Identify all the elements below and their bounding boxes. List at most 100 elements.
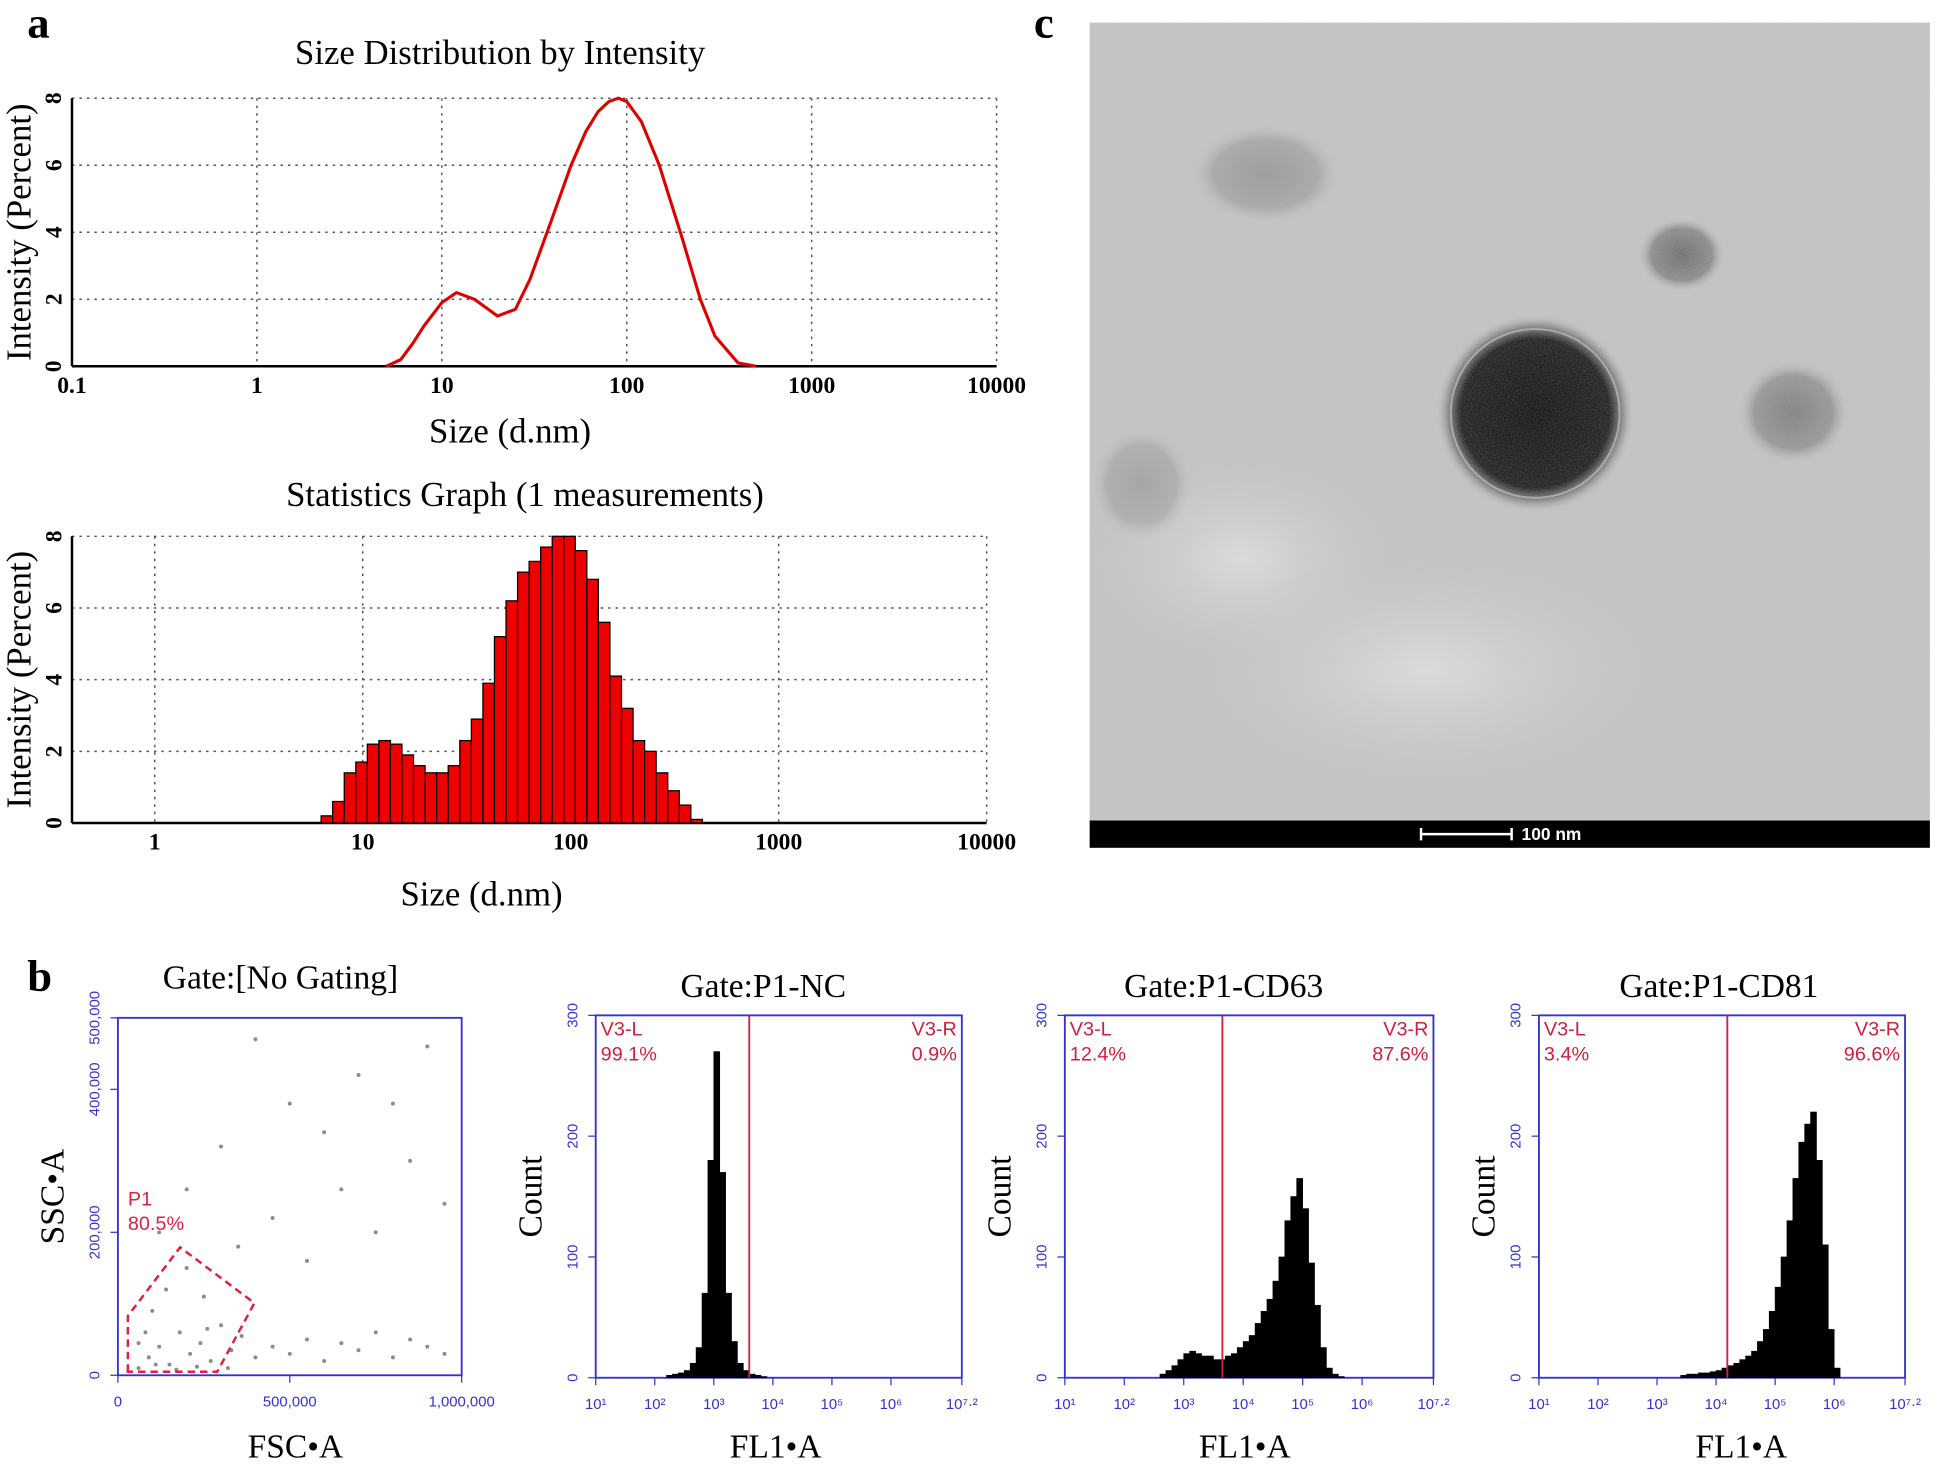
scatter-point — [287, 1351, 292, 1356]
plot-frame — [1063, 1014, 1435, 1379]
gate-percent: 80.5% — [128, 1213, 184, 1235]
y-tick-label: 500,000 — [88, 991, 104, 1045]
histogram-bar — [701, 1292, 709, 1379]
histogram-bar — [1810, 1111, 1817, 1379]
chart-title: Statistics Graph (1 measurements) — [286, 475, 764, 514]
scatter-point — [146, 1355, 151, 1360]
scatter-point — [339, 1341, 344, 1346]
histogram-bar — [713, 1051, 721, 1379]
histogram-bar — [1314, 1304, 1321, 1379]
x-axis-label: FL1•A — [1695, 1428, 1787, 1465]
histogram-bar — [493, 636, 507, 824]
region-percent: 12.4% — [1070, 1043, 1126, 1065]
x-axis-label: FL1•A — [730, 1428, 822, 1465]
panel-label: b — [27, 951, 52, 1001]
histogram-bar — [1768, 1311, 1776, 1379]
histogram-bar — [597, 621, 611, 824]
scatter-point — [164, 1287, 169, 1292]
y-axis-label: Count — [512, 1155, 549, 1238]
histogram-bar — [1284, 1220, 1292, 1379]
histogram-bar — [609, 675, 623, 824]
x-tick-label: 10⁷·² — [1418, 1397, 1450, 1413]
x-tick-label: 1,000,000 — [429, 1395, 495, 1411]
y-tick-label: 200 — [565, 1124, 581, 1149]
y-tick-label: 100 — [1509, 1245, 1525, 1270]
y-tick-label: 4 — [41, 674, 67, 686]
scatter-point — [136, 1366, 141, 1371]
histogram-bar — [725, 1292, 732, 1379]
scatter-point — [208, 1358, 213, 1363]
x-tick-label: 10⁷·² — [1889, 1397, 1921, 1413]
y-tick-label: 100 — [1034, 1245, 1050, 1270]
x-tick-label: 10² — [1587, 1397, 1609, 1413]
histogram-bar — [1195, 1353, 1202, 1379]
x-tick-label: 10000 — [957, 830, 1016, 856]
histogram-bar — [1189, 1350, 1196, 1379]
x-tick-label: 10³ — [1646, 1397, 1668, 1413]
scatter-point — [157, 1230, 162, 1235]
y-tick-label: 8 — [41, 530, 67, 542]
histogram-bar — [574, 550, 588, 824]
scatter-point — [322, 1358, 327, 1363]
x-tick-label: 100 — [609, 373, 644, 399]
histogram-bar — [1833, 1367, 1841, 1379]
histogram-bar — [1786, 1220, 1794, 1379]
histogram-bar — [1302, 1208, 1309, 1379]
histogram-bar — [586, 578, 600, 824]
x-tick-label: 1000 — [755, 830, 802, 856]
x-tick-label: 1 — [251, 373, 263, 399]
x-tick-label: 10¹ — [585, 1397, 607, 1413]
histogram-bar — [1207, 1355, 1214, 1379]
scatter-point — [408, 1158, 413, 1163]
scatter-point — [205, 1326, 210, 1331]
histogram-bar — [551, 535, 565, 824]
x-axis-label: Size (d.nm) — [400, 874, 562, 913]
histogram-bar — [1798, 1141, 1805, 1379]
x-tick-label: 10⁵ — [1291, 1397, 1314, 1413]
chart-title: Gate:P1-CD81 — [1619, 968, 1818, 1005]
x-tick-label: 10⁴ — [1705, 1397, 1728, 1413]
histogram-bar — [1827, 1329, 1835, 1379]
histogram-bar — [505, 600, 519, 824]
histogram-bar — [1733, 1362, 1741, 1379]
scatter-point — [356, 1073, 361, 1078]
scatter-point — [304, 1337, 309, 1342]
scatter-point — [239, 1333, 244, 1338]
y-tick-label: 0 — [565, 1374, 581, 1382]
x-axis-label: FL1•A — [1199, 1428, 1291, 1465]
histogram-bar — [1686, 1373, 1693, 1379]
region-name: V3-L — [601, 1019, 643, 1041]
x-tick-label: 0 — [114, 1395, 122, 1411]
histogram-bar — [1751, 1350, 1758, 1379]
scatter-point — [253, 1037, 258, 1042]
y-tick-label: 300 — [565, 1003, 581, 1028]
histogram-bar — [632, 739, 646, 824]
histogram-bar — [528, 560, 542, 824]
scatter-point — [270, 1216, 275, 1220]
histogram-bar — [1804, 1123, 1811, 1379]
histogram-bar — [343, 772, 357, 824]
histogram-bar — [678, 804, 692, 824]
histogram-bar — [620, 707, 634, 824]
panel-label: c — [1034, 0, 1054, 48]
histogram-bar — [355, 761, 368, 824]
histogram-bar — [1822, 1244, 1829, 1379]
histogram-bar — [1296, 1178, 1303, 1379]
x-tick-label: 10⁶ — [1823, 1397, 1846, 1413]
histogram-bar — [412, 765, 426, 824]
y-tick-label: 2 — [41, 745, 67, 757]
histogram-bar — [1320, 1347, 1327, 1379]
histogram-bar — [644, 750, 657, 824]
histogram-bar — [1236, 1347, 1244, 1379]
y-tick-label: 0 — [41, 817, 67, 829]
histogram-bar — [1745, 1355, 1752, 1379]
scale-bar-label: 100 nm — [1522, 824, 1582, 844]
x-tick-label: 10² — [1114, 1397, 1136, 1413]
region-percent: 0.9% — [912, 1043, 957, 1065]
y-tick-label: 400,000 — [88, 1062, 104, 1116]
histogram-bar — [1159, 1373, 1167, 1379]
histogram-bar — [1201, 1355, 1208, 1379]
data-line — [385, 96, 757, 368]
plot-frame — [1537, 1014, 1906, 1379]
y-axis-label: Intensity (Percent) — [0, 551, 38, 809]
